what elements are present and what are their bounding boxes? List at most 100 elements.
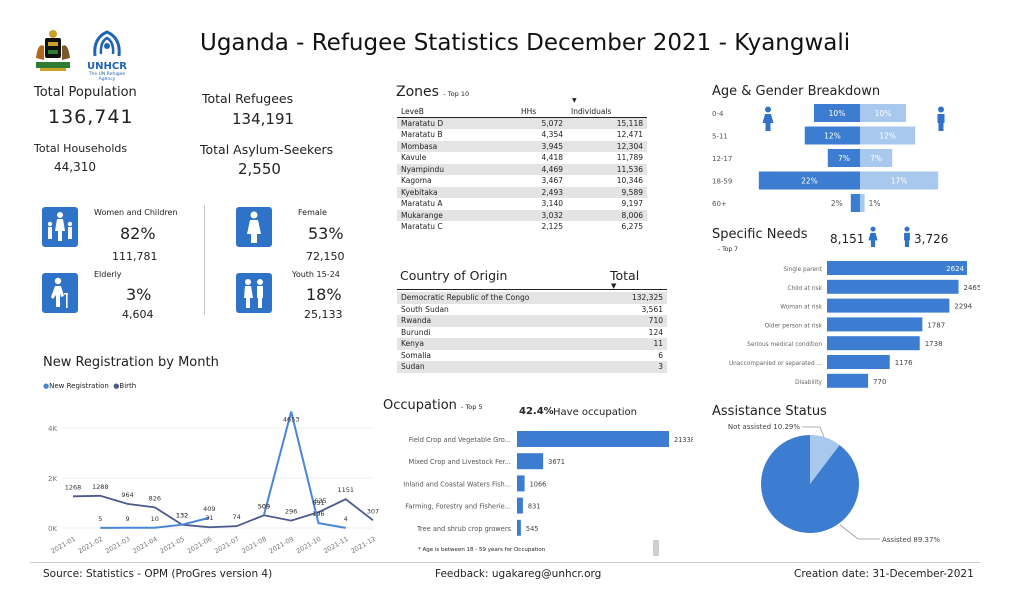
- occupation-bar[interactable]: [517, 431, 669, 447]
- total-households-value: 44,310: [54, 160, 96, 174]
- occupation-category-label: Inland and Coastal Waters Fish...: [403, 480, 511, 488]
- zones-table-row[interactable]: Mombasa 3,945 12,304: [397, 140, 647, 152]
- occupation-scrollbar[interactable]: [653, 540, 659, 556]
- specific-needs-female-total: 8,151: [830, 232, 865, 246]
- birth-series-line[interactable]: [72, 494, 374, 529]
- male-age-bar[interactable]: [860, 126, 916, 145]
- origin-table-row[interactable]: Democratic Republic of the Congo 132,325: [397, 292, 667, 304]
- legend-new-registration-marker: ●: [43, 382, 50, 390]
- specific-needs-chart: Single parent 2624 Child at risk 2465 Woman …: [729, 261, 980, 388]
- women-children-icon: [42, 207, 78, 247]
- legend-new-registration: New Registration: [49, 382, 109, 390]
- origin-table-row[interactable]: Somalia 6: [397, 350, 667, 362]
- total-population-label: Total Population: [34, 85, 137, 100]
- page-title: Uganda - Refugee Statistics December 202…: [200, 30, 851, 56]
- zones-table-row[interactable]: Maratatu D 5,072 15,118: [397, 117, 647, 129]
- pie-slice-assisted[interactable]: [761, 435, 859, 533]
- registration-data-label: 4: [344, 515, 348, 523]
- origin-title: Country of Origin: [400, 268, 508, 283]
- origin-table-row[interactable]: South Sudan 3,561: [397, 304, 667, 316]
- female-age-bar[interactable]: [827, 149, 860, 167]
- zones-table-row[interactable]: Maratatu A 3,140 9,197: [397, 198, 647, 210]
- age-gender-title: Age & Gender Breakdown: [712, 84, 881, 99]
- zone-hhs-cell: 4,469: [541, 164, 563, 174]
- need-category-label: Woman at risk: [780, 305, 822, 311]
- origin-country-cell: Rwanda: [401, 316, 432, 326]
- origin-country-cell: Burundi: [401, 327, 431, 337]
- x-tick-label: 2021-07: [213, 535, 241, 556]
- birth-data-label: 296: [285, 508, 297, 516]
- need-bar[interactable]: [827, 298, 950, 313]
- x-tick-label: 2021-01: [49, 535, 77, 556]
- male-age-bar[interactable]: [860, 104, 906, 122]
- zones-table-row[interactable]: Mukarange 3,032 8,006: [397, 209, 647, 221]
- registration-data-label: 132: [176, 512, 188, 520]
- zones-table-row[interactable]: Kagoma 3,467 10,346: [397, 175, 647, 187]
- registration-legend: ●New Registration ●Birth: [43, 382, 136, 390]
- pie-slice-not-assisted[interactable]: [810, 435, 840, 484]
- male-age-bar[interactable]: [860, 149, 893, 167]
- zones-header-level[interactable]: LeveB: [401, 107, 424, 116]
- need-bar[interactable]: [827, 355, 890, 369]
- zones-table-row[interactable]: Maratatu C 2,125 6,275: [397, 221, 647, 233]
- occupation-bar[interactable]: [517, 453, 544, 470]
- origin-table-body: Democratic Republic of the Congo 132,325 S…: [397, 292, 667, 373]
- occupation-bar[interactable]: [517, 519, 521, 536]
- origin-table-row[interactable]: Rwanda 710: [397, 315, 667, 327]
- occupation-title: Occupation - Top 5: [383, 398, 483, 413]
- age-gender-chart: 0-4 10% 10% 5-11 12% 12% 12-17 7% 7% 18-59 22% 17% 6…: [712, 104, 939, 212]
- origin-table-row[interactable]: Kenya 11: [397, 338, 667, 350]
- need-bar[interactable]: [827, 279, 959, 294]
- female-pct: 53%: [308, 224, 344, 243]
- origin-country-cell: South Sudan: [401, 304, 449, 314]
- zones-table-row[interactable]: Nyampindu 4,469 11,536: [397, 163, 647, 175]
- male-age-bar[interactable]: [860, 171, 939, 190]
- zone-name-cell: Nyampindu: [401, 164, 445, 174]
- x-tick-label: 2021-05: [159, 535, 187, 556]
- origin-table-row[interactable]: Sudan 3: [397, 361, 667, 373]
- x-tick-label: 2021-10: [295, 535, 323, 556]
- origin-total-header[interactable]: Total: [610, 268, 640, 283]
- total-refugees-value: 134,191: [232, 110, 295, 128]
- zones-header-individuals[interactable]: Individuals ▼: [567, 97, 647, 118]
- occupation-bar[interactable]: [517, 475, 525, 492]
- female-age-bar[interactable]: [814, 104, 860, 122]
- occupation-value-label: 545: [526, 525, 539, 533]
- footer-feedback[interactable]: Feedback: ugakareg@unhcr.org: [435, 568, 602, 580]
- occupation-category-label: Mixed Crop and Livestock Fer...: [409, 458, 512, 466]
- need-bar[interactable]: [827, 261, 967, 275]
- total-asylum-label: Total Asylum-Seekers: [200, 142, 334, 157]
- x-tick-label: 2021-08: [240, 535, 268, 556]
- occupation-bar[interactable]: [517, 497, 523, 514]
- origin-total-cell: 710: [648, 316, 663, 326]
- female-age-label: 2%: [831, 199, 843, 208]
- zones-header-hhs[interactable]: HHs: [521, 107, 537, 116]
- group-divider: [204, 205, 205, 315]
- y-tick-label: 4K: [48, 425, 57, 433]
- origin-table-row[interactable]: Burundi 124: [397, 327, 667, 339]
- legend-birth: Birth: [119, 382, 137, 390]
- need-category-label: Serious medical condition: [747, 342, 822, 348]
- male-age-bar[interactable]: [860, 194, 865, 212]
- origin-sort-icon: ▼: [611, 282, 617, 290]
- origin-country-cell: Sudan: [401, 362, 425, 372]
- zone-individuals-cell: 15,118: [616, 119, 643, 128]
- female-age-bar[interactable]: [804, 126, 860, 145]
- zones-table-row[interactable]: Maratatu B 4,354 12,471: [397, 129, 647, 141]
- specific-needs-female-icon: [868, 226, 878, 252]
- zone-hhs-cell: 3,945: [541, 141, 563, 151]
- need-bar[interactable]: [827, 317, 923, 332]
- female-age-bar[interactable]: [758, 171, 860, 190]
- unhcr-emblem-icon: [93, 30, 121, 57]
- male-age-label: 12%: [879, 132, 896, 141]
- origin-country-cell: Kenya: [401, 339, 424, 349]
- zones-table-row[interactable]: Kavule 4,418 11,789: [397, 152, 647, 164]
- registration-extra-label: 635: [314, 497, 326, 505]
- zones-table-row[interactable]: Kyebitaka 2,493 9,589: [397, 186, 647, 198]
- registration-series-line[interactable]: [100, 411, 346, 529]
- need-bar[interactable]: [827, 336, 920, 351]
- female-age-bar[interactable]: [850, 194, 860, 212]
- youth-pct: 18%: [306, 285, 342, 304]
- need-bar[interactable]: [827, 373, 869, 388]
- registration-data-label: 196: [312, 510, 324, 518]
